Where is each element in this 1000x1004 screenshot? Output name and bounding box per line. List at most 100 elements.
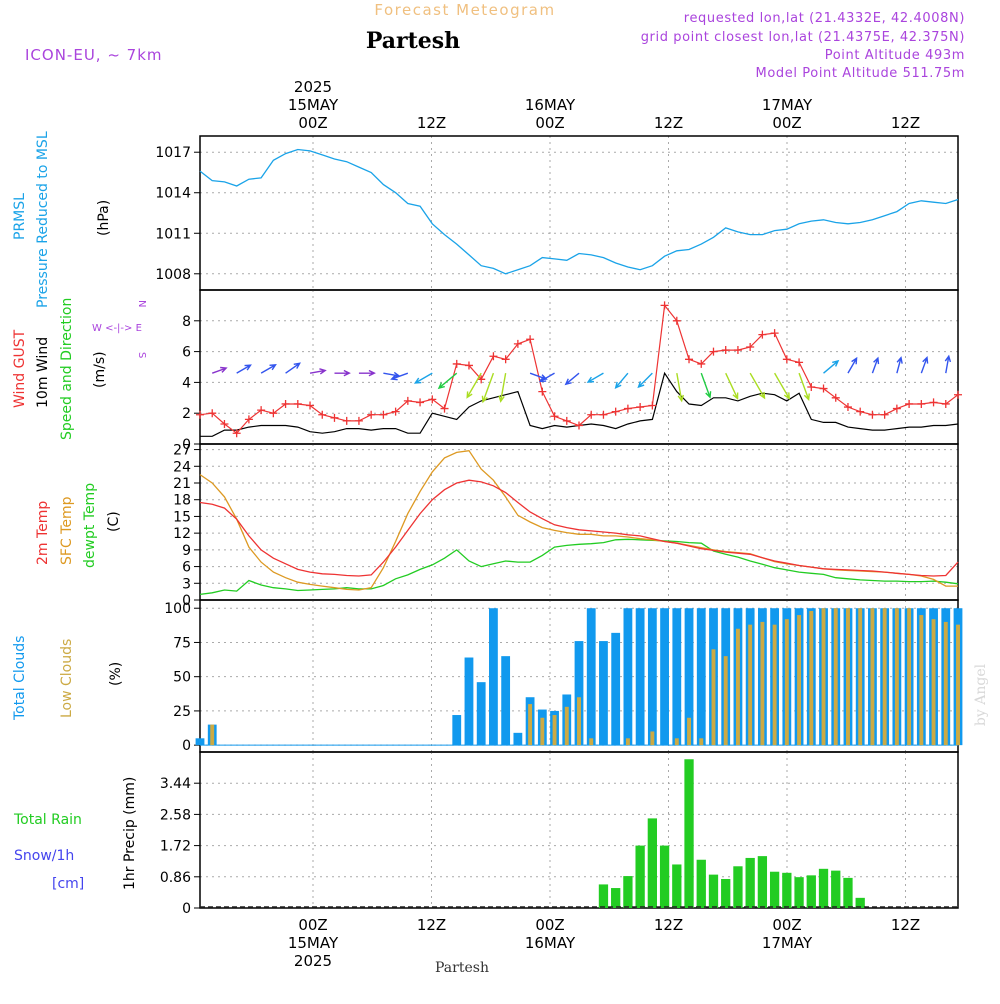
gust-marker [391, 407, 400, 416]
pressure-ytick-label: 1017 [155, 145, 191, 161]
gust-marker [379, 410, 388, 419]
low-cloud-bar [784, 619, 789, 746]
wind-direction-arrow [285, 362, 301, 374]
low-cloud-bar [882, 608, 887, 746]
low-cloud-bar [821, 608, 826, 746]
precip-ytick-label: 1.72 [160, 839, 191, 855]
gust-marker [856, 407, 865, 416]
rain-bar [611, 888, 621, 908]
gust-marker [795, 358, 804, 367]
gust-marker [660, 301, 669, 310]
gust-marker [843, 403, 852, 412]
gust-marker [489, 352, 498, 361]
top-time-label: 00Z [772, 114, 801, 132]
total-cloud-bar [586, 608, 596, 746]
temperature-ytick-label: 18 [173, 493, 191, 509]
top-time-label: 00Z [298, 114, 327, 132]
header: Forecast Meteogram Partesh ICON-EU, ~ 7k… [25, 1, 989, 976]
low-cloud-bar [907, 608, 912, 746]
total-cloud-bar [684, 608, 694, 746]
wind-direction-arrow [211, 366, 228, 374]
gust-marker [257, 406, 266, 415]
temp-unit: (C) [106, 511, 122, 532]
pressure-ytick-label: 1011 [155, 226, 191, 242]
top-time-label: 12Z [891, 114, 920, 132]
gust-marker [428, 395, 437, 404]
wind-direction-arrow [309, 368, 327, 375]
low-clouds-label: Low Clouds [59, 639, 75, 718]
wind10-label: 10m Wind [35, 337, 51, 408]
total-cloud-bar [635, 608, 645, 746]
dewpt-line [199, 538, 959, 596]
temperature-ytick-label: 9 [182, 543, 191, 559]
temperature-ytick-label: 3 [182, 576, 191, 592]
rain-bar [684, 759, 694, 908]
bottom-time-label: 12Z [417, 916, 446, 934]
gust-marker [367, 410, 376, 419]
gust-marker [220, 419, 229, 428]
gust-marker [685, 355, 694, 364]
gust-marker [733, 346, 742, 355]
wind-direction-arrow [676, 373, 684, 403]
wind-direction-arrow [798, 372, 810, 401]
low-cloud-bar [564, 706, 569, 746]
model-label: ICON-EU, ~ 7km [25, 46, 163, 64]
wind-direction-arrow [871, 356, 880, 374]
wind-ytick-label: 0 [182, 437, 191, 453]
low-cloud-bar [809, 610, 814, 746]
wind-unit: (m/s) [92, 351, 108, 388]
low-cloud-bar [797, 615, 802, 746]
rain-bar [745, 857, 755, 908]
rain-bar [598, 884, 609, 908]
gust-marker [293, 399, 302, 408]
pressure-frame [199, 135, 959, 291]
wind-direction-arrow [896, 356, 903, 374]
prmsl-line [199, 148, 959, 275]
low-cloud-bar [625, 738, 630, 746]
wind-direction-arrow [944, 354, 952, 374]
precip-ytick-label: 0.86 [160, 870, 191, 886]
total-cloud-bar [611, 632, 621, 746]
rain-bar [769, 871, 780, 908]
low-cloud-bar [858, 608, 863, 746]
low-cloud-bar [210, 724, 215, 746]
clouds-panel: 0 25 50 75 100 [164, 599, 963, 754]
gust-marker [782, 355, 791, 364]
temperature-ytick-label: 21 [173, 476, 191, 492]
wind-direction-arrow [413, 372, 433, 384]
forecast-title: Forecast Meteogram [374, 1, 555, 19]
top-time-label: 16MAY [525, 96, 576, 114]
gust-marker [758, 330, 767, 339]
wind-direction-arrow [481, 372, 495, 404]
gust-marker [868, 410, 877, 419]
rain-bar [635, 845, 645, 908]
precip-frame [199, 751, 959, 909]
requested-coords: requested lon,lat (21.4332E, 42.4008N) [684, 11, 965, 26]
gust-marker [562, 416, 571, 425]
wind-direction-arrow [637, 372, 653, 389]
wind-direction-arrow [700, 372, 712, 399]
gust-marker [880, 410, 889, 419]
gust-marker [892, 404, 901, 413]
rain-bar [623, 876, 633, 908]
wind-direction-arrow [725, 372, 739, 400]
prmsl-label: PRMSL [12, 193, 28, 240]
total-cloud-bar [452, 715, 462, 746]
gust-marker [746, 342, 755, 351]
low-cloud-bar [711, 649, 716, 746]
wind-ytick-label: 6 [182, 345, 191, 361]
low-cloud-bar [699, 738, 704, 746]
gust-marker [819, 384, 828, 393]
gust-marker [587, 410, 596, 419]
bottom-time-label: 2025 [294, 952, 332, 970]
wind-direction-arrow [823, 359, 840, 374]
total-cloud-bar [464, 657, 474, 746]
bottom-time-label: 12Z [891, 916, 920, 934]
rain-bar [659, 845, 670, 908]
prmsl-long-label: Pressure Reduced to MSL [35, 131, 51, 308]
rain-bar [806, 875, 816, 908]
total-cloud-bar [501, 656, 511, 746]
bottom-time-label: 15MAY [288, 934, 339, 952]
gust-marker [905, 399, 914, 408]
